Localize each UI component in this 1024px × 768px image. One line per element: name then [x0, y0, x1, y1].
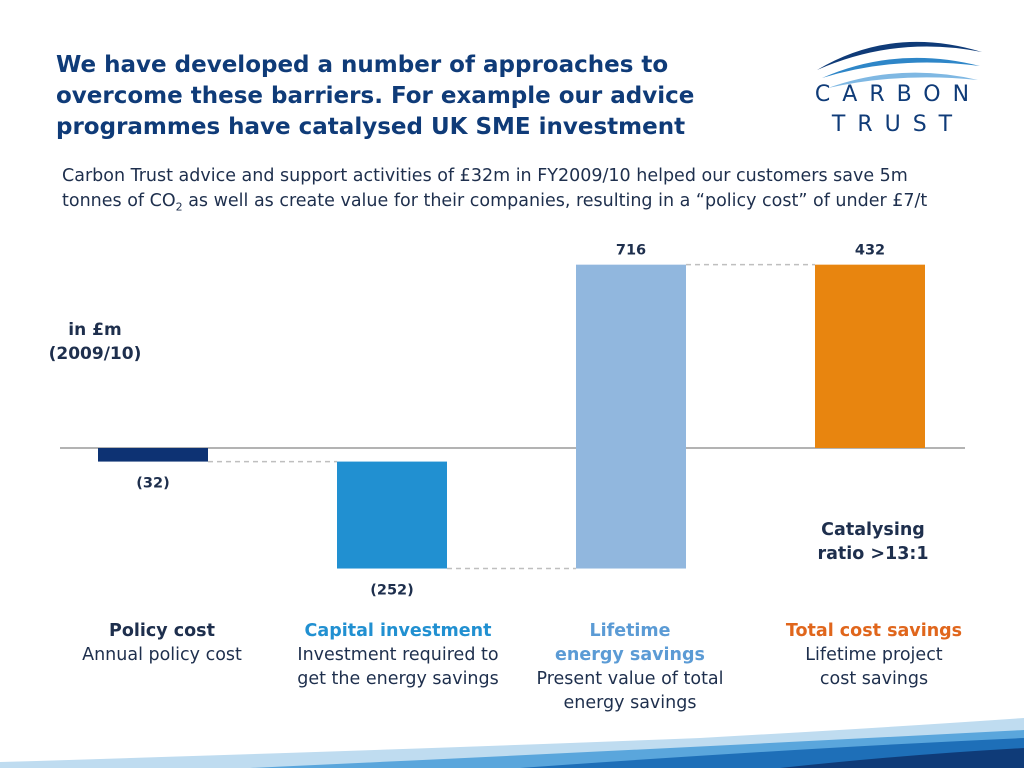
category-desc: get the energy savings	[297, 669, 499, 689]
bar	[337, 461, 447, 569]
logo-word-trust: TRUST	[831, 112, 965, 137]
category-desc: Present value of total	[536, 669, 724, 689]
waterfall-chart: (32) (252) 716 432	[60, 243, 965, 599]
value-label: (252)	[370, 583, 414, 599]
category-label-policy-cost: Policy cost Annual policy cost	[47, 619, 277, 667]
category-head: Total cost savings	[785, 621, 963, 641]
category-head: energy savings	[555, 645, 705, 665]
value-label: (32)	[136, 476, 169, 492]
title-line: overcome these barriers. For example our…	[56, 83, 695, 109]
category-label-total-cost-savings: Total cost savings Lifetime project cost…	[759, 619, 989, 691]
subtitle-subscript: 2	[175, 200, 183, 214]
subtitle-text-end: as well as create value for their compan…	[182, 191, 928, 211]
bar	[576, 264, 686, 569]
category-head: Lifetime	[589, 621, 671, 641]
logo-word-carbon: CARBON	[814, 82, 982, 107]
page-title: We have developed a number of approaches…	[56, 50, 756, 143]
category-desc: Annual policy cost	[82, 645, 242, 665]
subtitle: Carbon Trust advice and support activiti…	[62, 164, 972, 220]
bar	[815, 264, 925, 448]
unit-label: in £m (2009/10)	[40, 318, 150, 366]
annotation-line: Catalysing	[821, 520, 925, 540]
catalysing-ratio-annotation: Catalysing ratio >13:1	[800, 518, 946, 566]
value-label: 432	[855, 243, 885, 259]
category-desc: Lifetime project	[805, 645, 943, 665]
category-head: Policy cost	[109, 621, 215, 641]
value-label: 716	[616, 243, 646, 259]
subtitle-text: Carbon Trust advice and support activiti…	[62, 166, 908, 211]
category-desc: energy savings	[563, 693, 697, 713]
unit-label-line: in £m	[68, 320, 122, 340]
title-line: We have developed a number of approaches…	[56, 52, 669, 78]
category-label-lifetime-energy-savings: Lifetime energy savings Present value of…	[515, 619, 745, 715]
footer-swoosh-icon	[0, 718, 1024, 768]
title-line: programmes have catalysed UK SME investm…	[56, 114, 686, 140]
carbon-trust-logo: CARBON TRUST	[812, 30, 992, 140]
bar	[98, 448, 208, 462]
category-label-capital-investment: Capital investment Investment required t…	[283, 619, 513, 691]
category-head: Capital investment	[304, 621, 492, 641]
category-desc: cost savings	[819, 669, 929, 689]
logo-swoosh-icon	[817, 41, 982, 88]
unit-label-line: (2009/10)	[48, 344, 142, 364]
category-desc: Investment required to	[297, 645, 499, 665]
annotation-line: ratio >13:1	[817, 544, 929, 564]
